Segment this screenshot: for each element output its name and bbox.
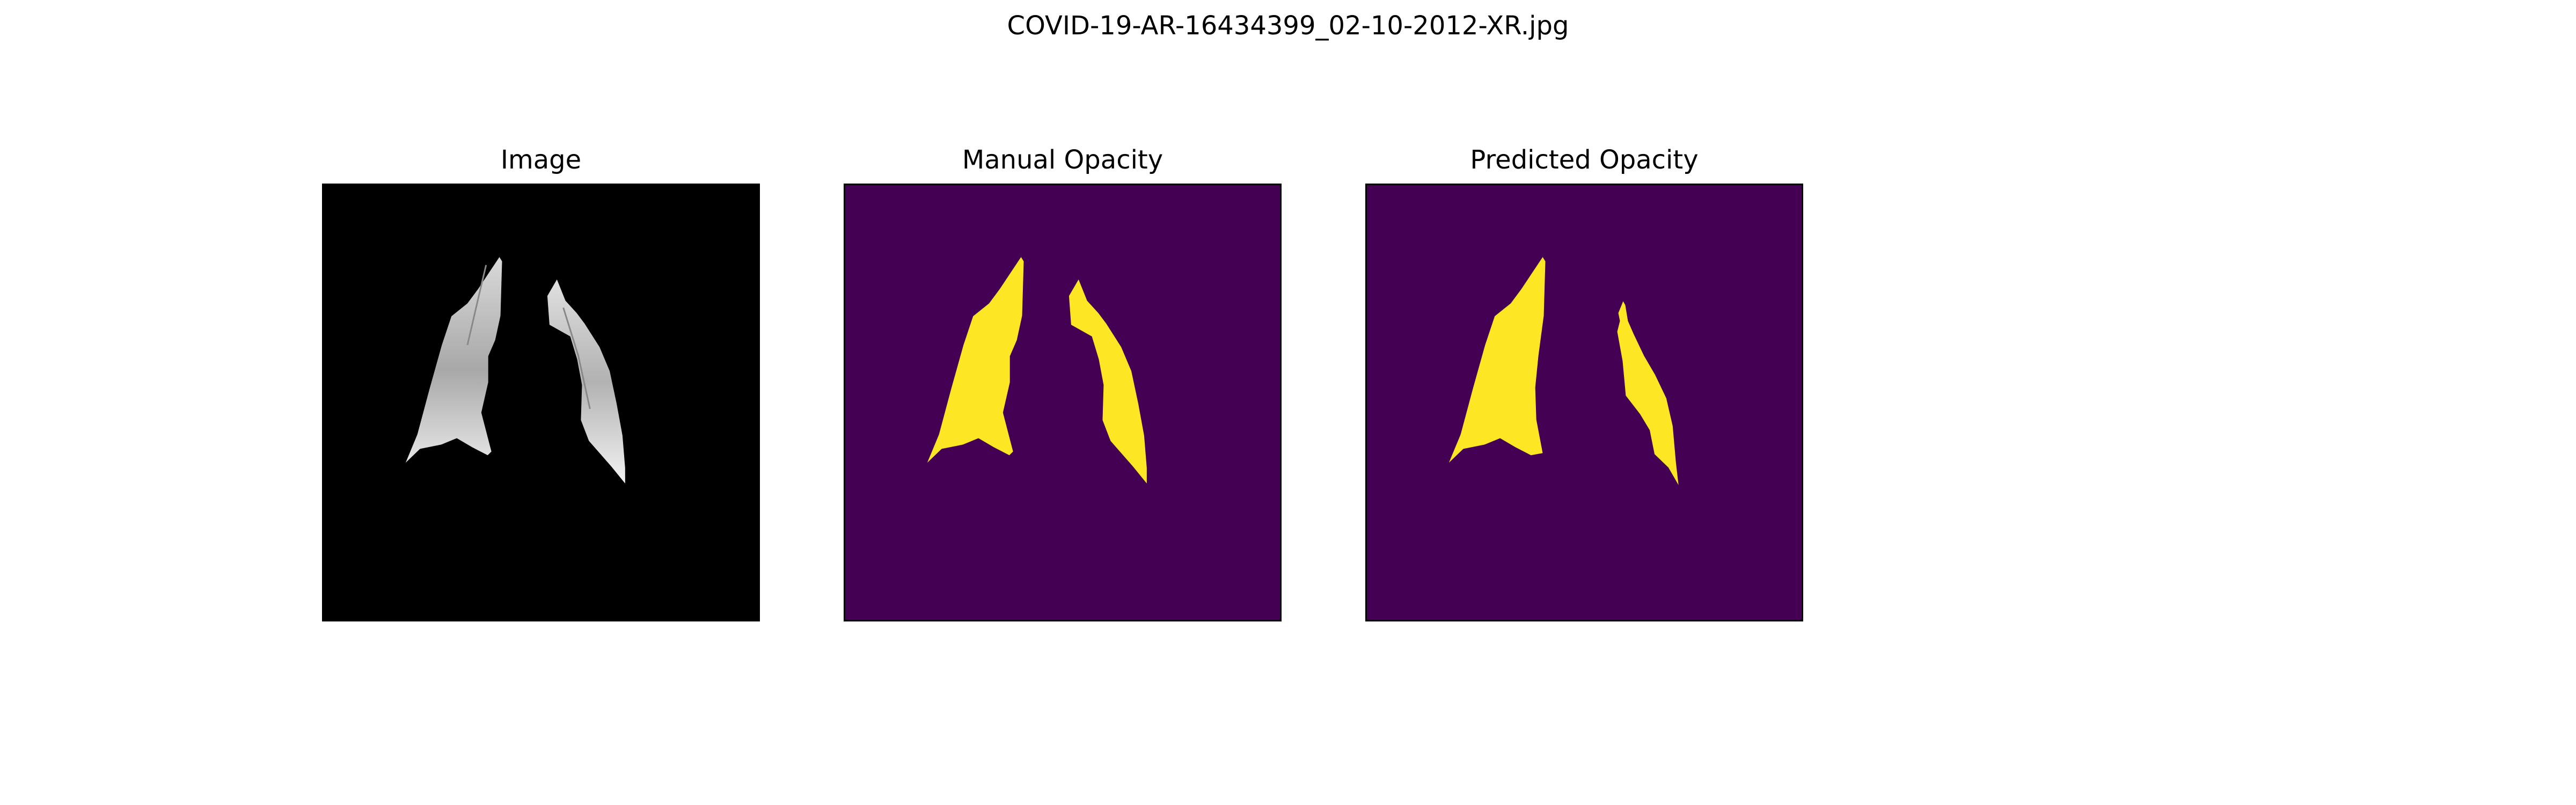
panel-image bbox=[322, 184, 760, 621]
right-lung-image bbox=[547, 279, 625, 484]
left-lung-predicted bbox=[1448, 257, 1546, 463]
predicted-opacity-mask bbox=[1448, 257, 1679, 485]
xray-image bbox=[405, 257, 625, 484]
panel-predicted-opacity bbox=[1365, 184, 1803, 621]
manual-opacity-mask bbox=[927, 257, 1147, 484]
left-lung-image bbox=[405, 257, 502, 463]
right-lung-manual bbox=[1069, 279, 1147, 484]
panel-title-manual: Manual Opacity bbox=[962, 145, 1163, 175]
panel-manual-opacity bbox=[844, 184, 1282, 621]
panel-title-predicted: Predicted Opacity bbox=[1470, 145, 1699, 175]
panel-title-image: Image bbox=[500, 145, 582, 175]
right-lung-predicted bbox=[1617, 301, 1679, 485]
lung-vessel-marks bbox=[466, 265, 591, 409]
left-lung-manual bbox=[927, 257, 1024, 463]
figure-title: COVID-19-AR-16434399_02-10-2012-XR.jpg bbox=[1007, 11, 1569, 41]
